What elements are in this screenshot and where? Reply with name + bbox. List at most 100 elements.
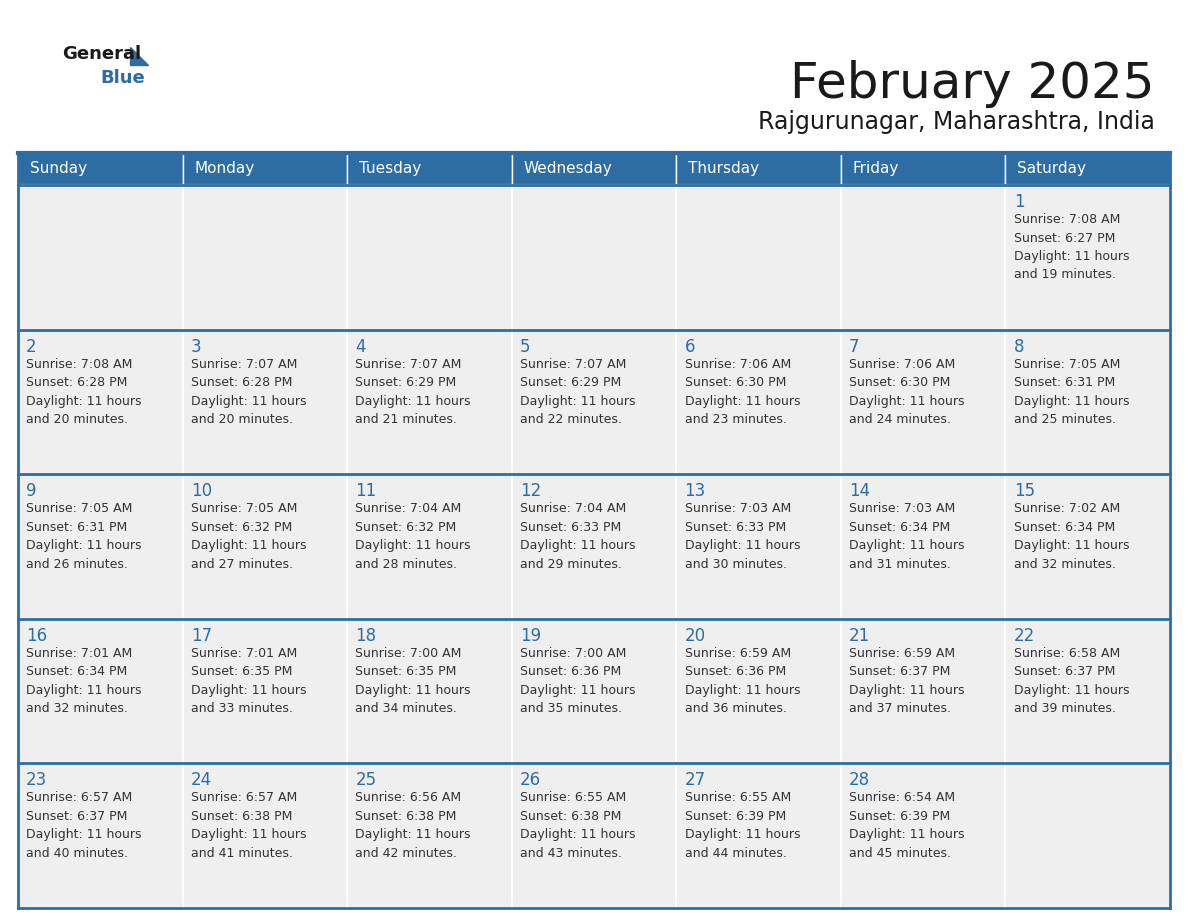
Bar [347,619,512,764]
Text: Friday: Friday [852,162,899,176]
Bar [18,185,183,330]
Bar [183,475,347,619]
Bar [183,330,347,475]
Text: 4: 4 [355,338,366,355]
Bar [841,153,1005,185]
Text: 15: 15 [1013,482,1035,500]
Text: Sunrise: 7:03 AM
Sunset: 6:33 PM
Daylight: 11 hours
and 30 minutes.: Sunrise: 7:03 AM Sunset: 6:33 PM Dayligh… [684,502,800,571]
Text: Sunrise: 6:54 AM
Sunset: 6:39 PM
Daylight: 11 hours
and 45 minutes.: Sunrise: 6:54 AM Sunset: 6:39 PM Dayligh… [849,791,965,860]
Bar [18,619,183,764]
Text: Sunrise: 6:58 AM
Sunset: 6:37 PM
Daylight: 11 hours
and 39 minutes.: Sunrise: 6:58 AM Sunset: 6:37 PM Dayligh… [1013,647,1129,715]
Text: Sunrise: 7:04 AM
Sunset: 6:33 PM
Daylight: 11 hours
and 29 minutes.: Sunrise: 7:04 AM Sunset: 6:33 PM Dayligh… [520,502,636,571]
Text: 1: 1 [1013,193,1024,211]
Text: 27: 27 [684,771,706,789]
Bar [183,764,347,908]
Text: Sunrise: 7:06 AM
Sunset: 6:30 PM
Daylight: 11 hours
and 23 minutes.: Sunrise: 7:06 AM Sunset: 6:30 PM Dayligh… [684,358,800,426]
Bar [841,619,1005,764]
Bar [512,185,676,330]
Bar [18,475,183,619]
Text: General: General [62,45,141,63]
Bar [676,153,841,185]
Bar [676,475,841,619]
Bar [347,153,512,185]
Text: Sunrise: 7:07 AM
Sunset: 6:29 PM
Daylight: 11 hours
and 22 minutes.: Sunrise: 7:07 AM Sunset: 6:29 PM Dayligh… [520,358,636,426]
Bar [841,475,1005,619]
Text: 8: 8 [1013,338,1024,355]
Text: Rajgurunagar, Maharashtra, India: Rajgurunagar, Maharashtra, India [758,110,1155,134]
Text: 5: 5 [520,338,531,355]
Bar [512,330,676,475]
Text: Sunrise: 7:07 AM
Sunset: 6:29 PM
Daylight: 11 hours
and 21 minutes.: Sunrise: 7:07 AM Sunset: 6:29 PM Dayligh… [355,358,470,426]
Text: 2: 2 [26,338,37,355]
Text: Sunrise: 6:57 AM
Sunset: 6:38 PM
Daylight: 11 hours
and 41 minutes.: Sunrise: 6:57 AM Sunset: 6:38 PM Dayligh… [191,791,307,860]
Bar [347,764,512,908]
Bar [841,330,1005,475]
Text: 16: 16 [26,627,48,644]
Text: 24: 24 [191,771,211,789]
Bar [841,185,1005,330]
Bar [512,764,676,908]
Bar [1005,619,1170,764]
Text: Sunrise: 7:05 AM
Sunset: 6:32 PM
Daylight: 11 hours
and 27 minutes.: Sunrise: 7:05 AM Sunset: 6:32 PM Dayligh… [191,502,307,571]
Text: 28: 28 [849,771,871,789]
Text: Sunrise: 6:55 AM
Sunset: 6:38 PM
Daylight: 11 hours
and 43 minutes.: Sunrise: 6:55 AM Sunset: 6:38 PM Dayligh… [520,791,636,860]
Text: 10: 10 [191,482,211,500]
Bar [347,185,512,330]
Text: 13: 13 [684,482,706,500]
Bar [1005,153,1170,185]
Bar [347,475,512,619]
Text: 19: 19 [520,627,541,644]
Bar [841,764,1005,908]
Bar [512,153,676,185]
Text: 26: 26 [520,771,541,789]
Bar [676,764,841,908]
Text: 9: 9 [26,482,37,500]
Text: Sunrise: 6:56 AM
Sunset: 6:38 PM
Daylight: 11 hours
and 42 minutes.: Sunrise: 6:56 AM Sunset: 6:38 PM Dayligh… [355,791,470,860]
Text: Thursday: Thursday [688,162,759,176]
Text: Sunday: Sunday [30,162,87,176]
Text: Sunrise: 7:00 AM
Sunset: 6:36 PM
Daylight: 11 hours
and 35 minutes.: Sunrise: 7:00 AM Sunset: 6:36 PM Dayligh… [520,647,636,715]
Text: 7: 7 [849,338,860,355]
Text: Sunrise: 6:57 AM
Sunset: 6:37 PM
Daylight: 11 hours
and 40 minutes.: Sunrise: 6:57 AM Sunset: 6:37 PM Dayligh… [26,791,141,860]
Text: 3: 3 [191,338,202,355]
Text: Sunrise: 7:05 AM
Sunset: 6:31 PM
Daylight: 11 hours
and 26 minutes.: Sunrise: 7:05 AM Sunset: 6:31 PM Dayligh… [26,502,141,571]
Text: Sunrise: 6:55 AM
Sunset: 6:39 PM
Daylight: 11 hours
and 44 minutes.: Sunrise: 6:55 AM Sunset: 6:39 PM Dayligh… [684,791,800,860]
Text: Tuesday: Tuesday [359,162,421,176]
Bar [676,185,841,330]
Text: 20: 20 [684,627,706,644]
Bar [18,764,183,908]
Text: Sunrise: 6:59 AM
Sunset: 6:36 PM
Daylight: 11 hours
and 36 minutes.: Sunrise: 6:59 AM Sunset: 6:36 PM Dayligh… [684,647,800,715]
Text: Wednesday: Wednesday [523,162,612,176]
Text: Saturday: Saturday [1017,162,1086,176]
Text: Sunrise: 7:08 AM
Sunset: 6:28 PM
Daylight: 11 hours
and 20 minutes.: Sunrise: 7:08 AM Sunset: 6:28 PM Dayligh… [26,358,141,426]
Bar [183,153,347,185]
Bar [1005,330,1170,475]
Text: Sunrise: 7:00 AM
Sunset: 6:35 PM
Daylight: 11 hours
and 34 minutes.: Sunrise: 7:00 AM Sunset: 6:35 PM Dayligh… [355,647,470,715]
Bar [512,475,676,619]
Text: Sunrise: 7:04 AM
Sunset: 6:32 PM
Daylight: 11 hours
and 28 minutes.: Sunrise: 7:04 AM Sunset: 6:32 PM Dayligh… [355,502,470,571]
Text: 23: 23 [26,771,48,789]
Text: Sunrise: 7:07 AM
Sunset: 6:28 PM
Daylight: 11 hours
and 20 minutes.: Sunrise: 7:07 AM Sunset: 6:28 PM Dayligh… [191,358,307,426]
Text: Sunrise: 7:06 AM
Sunset: 6:30 PM
Daylight: 11 hours
and 24 minutes.: Sunrise: 7:06 AM Sunset: 6:30 PM Dayligh… [849,358,965,426]
Text: 25: 25 [355,771,377,789]
Text: 11: 11 [355,482,377,500]
Text: Sunrise: 7:05 AM
Sunset: 6:31 PM
Daylight: 11 hours
and 25 minutes.: Sunrise: 7:05 AM Sunset: 6:31 PM Dayligh… [1013,358,1129,426]
Text: Sunrise: 7:01 AM
Sunset: 6:35 PM
Daylight: 11 hours
and 33 minutes.: Sunrise: 7:01 AM Sunset: 6:35 PM Dayligh… [191,647,307,715]
Text: Sunrise: 7:01 AM
Sunset: 6:34 PM
Daylight: 11 hours
and 32 minutes.: Sunrise: 7:01 AM Sunset: 6:34 PM Dayligh… [26,647,141,715]
Bar [676,619,841,764]
Text: 6: 6 [684,338,695,355]
Bar [676,330,841,475]
Bar [512,619,676,764]
Text: Sunrise: 7:02 AM
Sunset: 6:34 PM
Daylight: 11 hours
and 32 minutes.: Sunrise: 7:02 AM Sunset: 6:34 PM Dayligh… [1013,502,1129,571]
Polygon shape [129,47,148,65]
Bar [18,153,183,185]
Bar [183,185,347,330]
Text: Sunrise: 6:59 AM
Sunset: 6:37 PM
Daylight: 11 hours
and 37 minutes.: Sunrise: 6:59 AM Sunset: 6:37 PM Dayligh… [849,647,965,715]
Text: 12: 12 [520,482,542,500]
Text: 22: 22 [1013,627,1035,644]
Bar [1005,764,1170,908]
Text: Monday: Monday [194,162,254,176]
Text: 14: 14 [849,482,871,500]
Bar [183,619,347,764]
Text: 21: 21 [849,627,871,644]
